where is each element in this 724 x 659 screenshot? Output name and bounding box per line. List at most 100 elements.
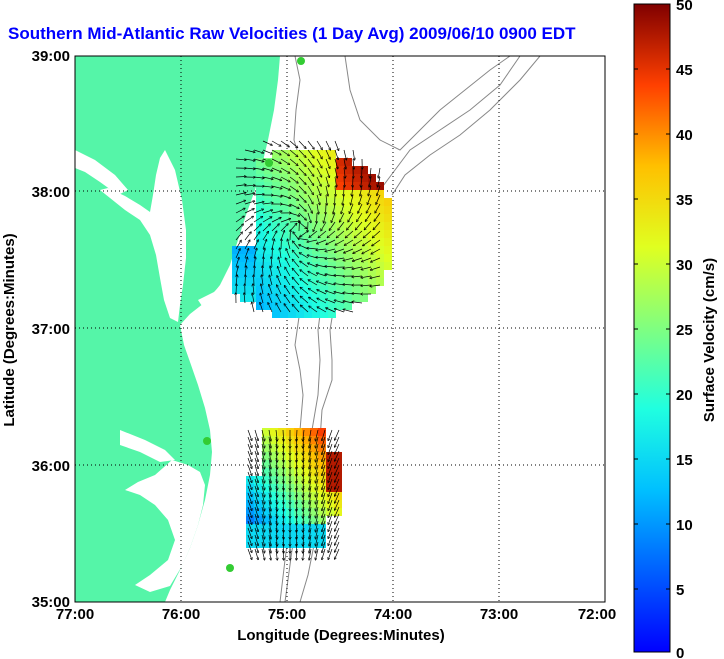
- velocity-vector: [335, 541, 340, 552]
- velocity-cell: [328, 174, 336, 182]
- velocity-vector: [322, 520, 326, 532]
- velocity-cell: [328, 238, 336, 246]
- velocity-vector: [261, 548, 265, 560]
- velocity-vector: [309, 471, 312, 483]
- velocity-cell: [264, 182, 272, 190]
- velocity-vector: [296, 464, 297, 476]
- velocity-vector: [235, 232, 242, 241]
- velocity-cell: [264, 270, 272, 278]
- velocity-cell: [272, 150, 280, 158]
- velocity-vector: [362, 257, 372, 262]
- velocity-cell: [320, 150, 328, 158]
- velocity-cell: [312, 238, 320, 246]
- velocity-vector: [303, 450, 304, 462]
- velocity-cell: [280, 158, 288, 166]
- velocity-vector: [321, 221, 327, 231]
- velocity-vector: [247, 429, 252, 440]
- velocity-cell: [352, 214, 360, 222]
- velocity-vector: [276, 471, 277, 483]
- velocity-cell: [368, 286, 376, 294]
- velocity-cell: [328, 278, 336, 286]
- y-tick-label: 35:00: [32, 594, 70, 611]
- velocity-vector: [269, 275, 273, 286]
- velocity-cell: [262, 460, 270, 468]
- velocity-vector: [276, 294, 282, 304]
- velocity-cell: [318, 476, 326, 484]
- velocity-cell: [336, 198, 344, 206]
- velocity-cell: [296, 150, 304, 158]
- x-tick-label: 72:00: [578, 606, 616, 623]
- velocity-vector: [280, 224, 288, 232]
- velocity-cell: [320, 262, 328, 270]
- velocity-vector: [335, 309, 345, 313]
- velocity-cell: [344, 302, 352, 310]
- velocity-cell: [326, 500, 334, 508]
- velocity-cell: [334, 460, 342, 468]
- velocity-vector: [247, 499, 252, 510]
- velocity-cell: [310, 540, 318, 548]
- velocity-cell: [272, 198, 280, 206]
- velocity-vector: [283, 520, 284, 532]
- velocity-cell: [296, 230, 304, 238]
- velocity-vector: [262, 224, 270, 232]
- velocity-cell: [262, 524, 270, 532]
- velocity-cell: [360, 206, 368, 214]
- velocity-cell: [326, 468, 334, 476]
- x-tick-label: 75:00: [268, 606, 306, 623]
- velocity-cell: [312, 286, 320, 294]
- velocity-vector: [276, 541, 277, 553]
- velocity-cell: [368, 222, 376, 230]
- velocity-cell: [248, 278, 256, 286]
- velocity-cell: [320, 182, 328, 190]
- velocity-vector: [334, 257, 345, 260]
- velocity-cell: [360, 286, 368, 294]
- velocity-vector: [308, 280, 318, 286]
- velocity-cell: [384, 222, 392, 230]
- velocity-cell: [302, 492, 310, 500]
- velocity-vector: [298, 194, 306, 202]
- velocity-vector: [293, 250, 300, 259]
- velocity-cell: [302, 444, 310, 452]
- velocity-vector: [365, 212, 372, 221]
- velocity-cell: [280, 270, 288, 278]
- velocity-cell: [310, 508, 318, 516]
- velocity-vector: [303, 534, 304, 546]
- velocity-vector: [352, 266, 363, 269]
- velocity-cell: [384, 206, 392, 214]
- velocity-cell: [344, 262, 352, 270]
- velocity-vector: [276, 436, 277, 448]
- velocity-vector: [254, 485, 258, 497]
- velocity-vector: [283, 548, 284, 560]
- velocity-vector: [328, 429, 333, 440]
- velocity-cell: [262, 516, 270, 524]
- velocity-cell: [302, 500, 310, 508]
- velocity-vector: [317, 281, 327, 286]
- land-mass: [75, 56, 280, 602]
- velocity-vector: [262, 149, 272, 154]
- velocity-cell: [328, 190, 336, 198]
- velocity-cell: [302, 460, 310, 468]
- chesapeake-bay: [100, 150, 186, 322]
- velocity-cell: [296, 254, 304, 262]
- velocity-vector: [262, 275, 264, 286]
- velocity-vector: [315, 485, 319, 497]
- velocity-vector: [276, 499, 277, 511]
- velocity-cell: [336, 270, 344, 278]
- velocity-cell: [312, 222, 320, 230]
- velocity-vector: [316, 176, 321, 186]
- velocity-vector: [253, 209, 263, 214]
- velocity-cell: [302, 484, 310, 492]
- velocity-cell: [376, 214, 384, 222]
- velocity-cell: [320, 246, 328, 254]
- velocity-cell: [262, 508, 270, 516]
- velocity-vector: [373, 221, 381, 229]
- velocity-vector: [286, 249, 291, 259]
- velocity-cell: [272, 158, 280, 166]
- velocity-vector: [325, 149, 330, 159]
- velocity-vector: [377, 185, 381, 195]
- velocity-cell: [352, 246, 360, 254]
- velocity-cell: [328, 150, 336, 158]
- velocity-vector: [254, 534, 258, 546]
- velocity-cell: [288, 254, 296, 262]
- y-tick-label: 38:00: [32, 184, 70, 201]
